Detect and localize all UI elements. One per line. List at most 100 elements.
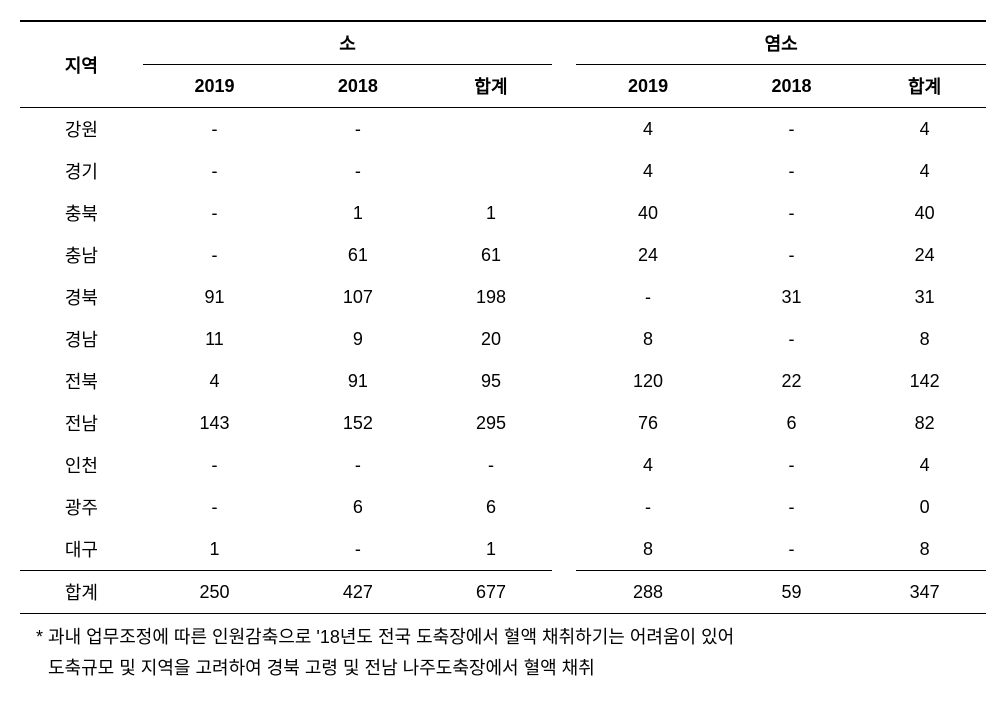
cell-c2018: - xyxy=(286,444,429,486)
cell-region: 광주 xyxy=(20,486,143,528)
cell-ctotal: - xyxy=(430,444,553,486)
table-row: 인천---4-4 xyxy=(20,444,986,486)
table-row: 경북91107198-3131 xyxy=(20,276,986,318)
cell-gtotal: 24 xyxy=(863,234,986,276)
cell-g2019: 24 xyxy=(576,234,719,276)
cell-c2018: 9 xyxy=(286,318,429,360)
cell-ctotal xyxy=(430,108,553,151)
table-body: 강원--4-4경기--4-4충북-1140-40충남-616124-24경북91… xyxy=(20,108,986,571)
cell-c2019: 11 xyxy=(143,318,286,360)
total-region: 합계 xyxy=(20,571,143,614)
cell-g2018: - xyxy=(720,318,863,360)
table-row: 대구1-18-8 xyxy=(20,528,986,571)
cell-ctotal: 295 xyxy=(430,402,553,444)
cell-g2018: - xyxy=(720,150,863,192)
cell-g2018: - xyxy=(720,108,863,151)
cell-region: 경기 xyxy=(20,150,143,192)
cell-region: 강원 xyxy=(20,108,143,151)
cell-ctotal: 1 xyxy=(430,192,553,234)
cell-g2018: 22 xyxy=(720,360,863,402)
header-cattle-2019: 2019 xyxy=(143,65,286,108)
cell-c2019: - xyxy=(143,444,286,486)
cell-ctotal xyxy=(430,150,553,192)
table-row: 전북4919512022142 xyxy=(20,360,986,402)
table-row: 경기--4-4 xyxy=(20,150,986,192)
cell-g2018: - xyxy=(720,486,863,528)
cell-g2019: - xyxy=(576,276,719,318)
cell-g2018: - xyxy=(720,444,863,486)
header-cattle-total: 합계 xyxy=(430,65,553,108)
footnote-line-2: 도축규모 및 지역을 고려하여 경북 고령 및 전남 나주도축장에서 혈액 채취 xyxy=(36,653,1002,684)
cell-g2019: 4 xyxy=(576,150,719,192)
table-row: 강원--4-4 xyxy=(20,108,986,151)
cell-g2019: 76 xyxy=(576,402,719,444)
cell-g2019: 8 xyxy=(576,318,719,360)
cell-c2019: 91 xyxy=(143,276,286,318)
cell-c2018: 91 xyxy=(286,360,429,402)
header-goat-2019: 2019 xyxy=(576,65,719,108)
cell-gtotal: 4 xyxy=(863,444,986,486)
total-goat-2019: 288 xyxy=(576,571,719,614)
cell-region: 인천 xyxy=(20,444,143,486)
cell-c2019: 1 xyxy=(143,528,286,571)
table-row: 경남11920 8-8 xyxy=(20,318,986,360)
total-cattle-2018: 427 xyxy=(286,571,429,614)
table-row: 전남14315229576682 xyxy=(20,402,986,444)
cell-c2019: 143 xyxy=(143,402,286,444)
footnote-line-1: * 과내 업무조정에 따른 인원감축으로 '18년도 전국 도축장에서 혈액 채… xyxy=(36,622,1002,653)
table-row: 충북-1140-40 xyxy=(20,192,986,234)
cell-gtotal: 4 xyxy=(863,150,986,192)
cell-gtotal: 142 xyxy=(863,360,986,402)
cell-region: 충북 xyxy=(20,192,143,234)
header-goat-2018: 2018 xyxy=(720,65,863,108)
data-table: 지역 소 염소 2019 2018 합계 2019 2018 합계 강원--4-… xyxy=(20,20,986,614)
header-region: 지역 xyxy=(20,21,143,108)
cell-c2018: 6 xyxy=(286,486,429,528)
cell-c2019: - xyxy=(143,234,286,276)
total-cattle-total: 677 xyxy=(430,571,553,614)
header-cattle: 소 xyxy=(143,21,553,65)
cell-c2018: - xyxy=(286,528,429,571)
cell-region: 경북 xyxy=(20,276,143,318)
cell-ctotal: 20 xyxy=(430,318,553,360)
cell-gtotal: 40 xyxy=(863,192,986,234)
cell-g2019: - xyxy=(576,486,719,528)
cell-region: 대구 xyxy=(20,528,143,571)
table-row: 광주-66--0 xyxy=(20,486,986,528)
cell-g2018: - xyxy=(720,234,863,276)
cell-c2018: 107 xyxy=(286,276,429,318)
cell-ctotal: 61 xyxy=(430,234,553,276)
cell-c2019: - xyxy=(143,486,286,528)
cell-g2019: 40 xyxy=(576,192,719,234)
cell-ctotal: 95 xyxy=(430,360,553,402)
cell-gtotal: 8 xyxy=(863,528,986,571)
total-goat-2018: 59 xyxy=(720,571,863,614)
cell-gtotal: 8 xyxy=(863,318,986,360)
total-cattle-2019: 250 xyxy=(143,571,286,614)
cell-gtotal: 31 xyxy=(863,276,986,318)
cell-gtotal: 4 xyxy=(863,108,986,151)
cell-c2019: - xyxy=(143,108,286,151)
cell-c2019: 4 xyxy=(143,360,286,402)
cell-g2018: 6 xyxy=(720,402,863,444)
cell-c2018: 61 xyxy=(286,234,429,276)
cell-g2019: 4 xyxy=(576,108,719,151)
cell-g2019: 120 xyxy=(576,360,719,402)
cell-gtotal: 82 xyxy=(863,402,986,444)
total-goat-total: 347 xyxy=(863,571,986,614)
cell-g2018: 31 xyxy=(720,276,863,318)
header-goat: 염소 xyxy=(576,21,986,65)
header-goat-total: 합계 xyxy=(863,65,986,108)
cell-g2019: 8 xyxy=(576,528,719,571)
cell-g2018: - xyxy=(720,528,863,571)
cell-gtotal: 0 xyxy=(863,486,986,528)
cell-region: 경남 xyxy=(20,318,143,360)
cell-region: 전남 xyxy=(20,402,143,444)
cell-ctotal: 1 xyxy=(430,528,553,571)
cell-c2018: 1 xyxy=(286,192,429,234)
cell-c2018: - xyxy=(286,108,429,151)
cell-ctotal: 6 xyxy=(430,486,553,528)
cell-g2018: - xyxy=(720,192,863,234)
header-cattle-2018: 2018 xyxy=(286,65,429,108)
cell-region: 충남 xyxy=(20,234,143,276)
